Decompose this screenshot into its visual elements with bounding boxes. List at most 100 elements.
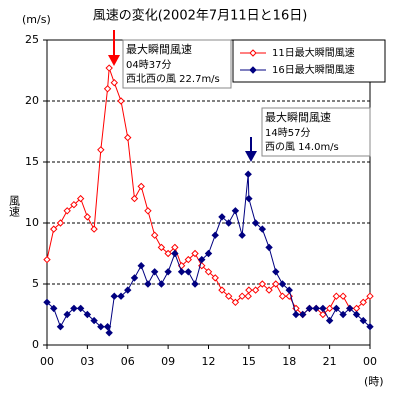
data-point xyxy=(157,243,166,252)
data-point xyxy=(305,304,314,313)
data-point xyxy=(184,255,193,264)
data-point xyxy=(105,64,113,72)
data-point xyxy=(144,207,152,215)
data-point xyxy=(117,97,125,105)
data-point xyxy=(130,274,139,282)
data-point xyxy=(272,268,280,276)
data-point xyxy=(244,170,252,178)
data-point xyxy=(191,249,199,258)
data-point xyxy=(231,298,240,307)
data-point xyxy=(144,280,152,288)
data-point xyxy=(319,304,327,313)
annotation-box xyxy=(261,107,371,157)
annotation-text: 最大瞬間風速 xyxy=(126,42,192,56)
data-point xyxy=(90,316,98,325)
data-point xyxy=(265,286,273,294)
data-point xyxy=(103,85,112,93)
data-point xyxy=(43,298,51,307)
y-tick-label: 5 xyxy=(32,277,39,290)
data-point xyxy=(56,322,65,331)
data-point xyxy=(258,280,267,288)
data-point xyxy=(50,304,58,313)
data-point xyxy=(211,274,219,282)
y-tick-label: 25 xyxy=(25,33,39,46)
data-point xyxy=(191,280,199,288)
data-point xyxy=(278,292,287,300)
data-point xyxy=(224,292,233,300)
data-point xyxy=(150,231,159,239)
data-point xyxy=(164,249,172,258)
data-point xyxy=(245,286,253,294)
data-point xyxy=(124,133,132,142)
data-point xyxy=(285,286,293,294)
data-point xyxy=(218,213,226,221)
annotation-text: 14時57分 xyxy=(265,127,310,139)
data-point xyxy=(117,292,125,300)
data-point xyxy=(339,310,347,319)
data-point xyxy=(137,261,145,270)
legend-label: 11日最大瞬間風速 xyxy=(272,46,355,59)
data-point xyxy=(63,207,71,215)
data-point xyxy=(105,329,113,337)
x-unit: (時) xyxy=(364,375,384,388)
data-point xyxy=(103,322,112,331)
data-point xyxy=(171,249,179,258)
data-point xyxy=(110,292,118,300)
data-point xyxy=(224,219,233,227)
x-tick-label: 00 xyxy=(363,355,377,368)
data-point xyxy=(325,316,334,325)
x-tick-label: 03 xyxy=(80,355,94,368)
data-point xyxy=(83,213,92,221)
data-point xyxy=(76,304,85,313)
x-tick-label: 06 xyxy=(121,355,135,368)
legend-label: 16日最大瞬間風速 xyxy=(272,63,355,76)
annotation-text: 最大瞬間風速 xyxy=(265,110,331,124)
data-point xyxy=(325,304,334,313)
data-point xyxy=(238,292,246,300)
chart-title: 風速の変化(2002年7月11日と16日) xyxy=(93,8,308,24)
overlays: 最大瞬間風速 04時37分 西北西の風 22.7m/s 最大瞬間風速 14時57… xyxy=(108,30,371,162)
data-point xyxy=(245,194,253,203)
annotation-text: 西北西の風 22.7m/s xyxy=(126,73,220,85)
data-point xyxy=(164,268,172,276)
data-point xyxy=(272,280,280,288)
data-point xyxy=(184,268,193,276)
data-point xyxy=(157,280,166,288)
x-tick-label: 15 xyxy=(242,355,256,368)
data-point xyxy=(251,286,260,294)
data-point xyxy=(258,225,267,233)
data-point xyxy=(359,316,367,325)
y-tick-label: 20 xyxy=(25,94,39,107)
y-tick-label: 10 xyxy=(25,216,39,229)
data-point xyxy=(292,310,300,319)
data-point xyxy=(97,146,105,154)
data-point xyxy=(76,194,85,203)
data-point xyxy=(90,225,98,233)
data-point xyxy=(238,231,246,239)
plot-area: 0 5 10 15 20 25 00 03 06 09 12 15 18 21 00 xyxy=(25,33,377,368)
data-point xyxy=(319,310,327,319)
data-point xyxy=(204,268,213,276)
data-point xyxy=(70,200,78,209)
data-point xyxy=(43,255,51,264)
data-point xyxy=(352,310,361,319)
data-point xyxy=(130,194,139,203)
x-tick-label: 18 xyxy=(282,355,296,368)
data-point xyxy=(366,322,374,331)
data-point xyxy=(83,310,92,319)
data-point xyxy=(198,255,206,264)
data-point xyxy=(251,219,260,227)
data-point xyxy=(150,268,159,276)
annotation-box xyxy=(122,39,232,89)
data-point xyxy=(332,304,341,313)
data-point xyxy=(231,207,240,215)
y-tick-label: 0 xyxy=(32,338,39,351)
data-point xyxy=(211,231,219,239)
data-point xyxy=(204,249,213,258)
data-point xyxy=(110,78,118,87)
data-point xyxy=(97,322,105,331)
data-point xyxy=(56,219,65,227)
y-tick-label: 15 xyxy=(25,155,39,168)
legend-marker xyxy=(249,49,257,57)
